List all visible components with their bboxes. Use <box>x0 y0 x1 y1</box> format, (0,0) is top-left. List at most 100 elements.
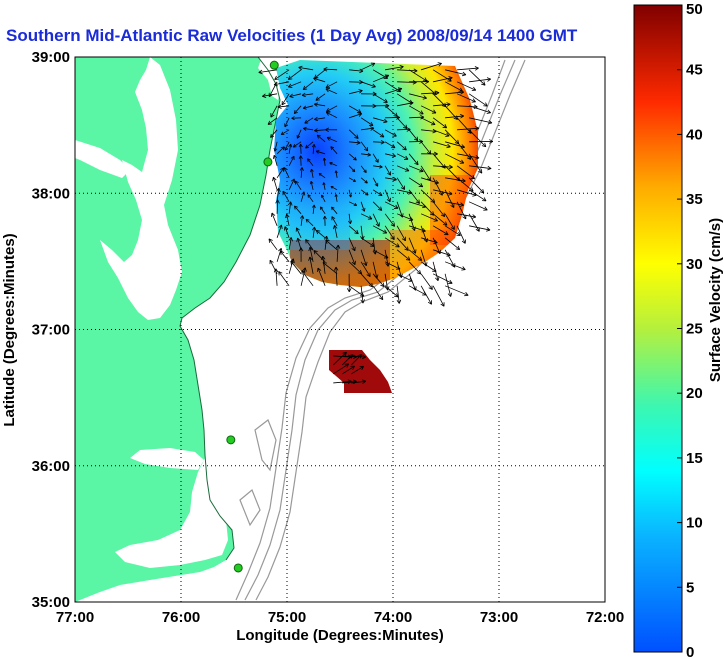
velocity-arrow <box>469 77 491 83</box>
velocity-arrow <box>268 238 278 251</box>
velocity-arrow <box>305 218 314 227</box>
velocity-arrow <box>267 117 278 125</box>
velocity-arrow <box>312 204 316 214</box>
velocity-arrow <box>320 206 326 215</box>
y-axis-label: Latitude (Degrees:Minutes) <box>1 233 18 426</box>
velocity-arrow <box>333 363 350 375</box>
velocity-arrow <box>276 146 285 155</box>
velocity-arrow <box>420 213 438 222</box>
colorbar-gradient <box>633 4 683 653</box>
velocity-arrow <box>294 180 302 191</box>
velocity-arrow <box>384 285 399 298</box>
velocity-arrow <box>275 199 280 214</box>
axes-frame <box>74 56 606 603</box>
velocity-arrow <box>287 81 302 88</box>
velocity-arrow <box>420 273 433 290</box>
velocity-arrow <box>360 285 365 304</box>
velocity-arrow <box>384 237 400 248</box>
velocity-arrow <box>304 117 314 124</box>
velocity-arrow <box>324 235 329 250</box>
velocity-arrow <box>432 117 448 129</box>
velocity-arrow <box>348 153 357 161</box>
velocity-arrow <box>322 215 327 226</box>
velocity-arrow <box>468 93 488 107</box>
x-tick-label: 73:00 <box>480 609 518 626</box>
velocity-arrow <box>303 126 314 131</box>
velocity-arrow <box>444 273 453 297</box>
velocity-arrow <box>396 165 410 172</box>
colorbar: 0 5 10 15 20 25 30 35 40 45 50 Surface Velocity (c… <box>633 1 724 659</box>
velocity-arrow <box>334 194 338 202</box>
velocity-arrow <box>348 225 359 235</box>
colorbar-tick-label: 20 <box>686 385 703 402</box>
velocity-arrow <box>300 215 305 226</box>
velocity-arrow <box>372 225 388 234</box>
velocity-arrow <box>396 141 407 151</box>
velocity-arrow <box>313 77 326 83</box>
velocity-arrow <box>311 144 316 154</box>
radar-station-marker <box>263 157 273 167</box>
velocity-arrow <box>469 165 492 171</box>
velocity-arrow <box>457 66 479 71</box>
velocity-arrow <box>277 104 290 109</box>
velocity-arrow <box>331 206 338 215</box>
velocity-arrow <box>433 102 451 107</box>
velocity-arrow <box>384 201 399 209</box>
velocity-arrow <box>258 69 278 75</box>
velocity-arrow <box>372 285 384 301</box>
colorbar-tick-label: 0 <box>686 644 694 659</box>
colorbar-tick-label: 35 <box>686 191 703 208</box>
radar-station-marker <box>226 435 236 445</box>
chesapeake-bay <box>100 57 182 320</box>
velocity-arrow <box>308 246 314 262</box>
velocity-arrow <box>272 176 278 190</box>
velocity-arrow <box>457 126 480 131</box>
velocity-arrow <box>468 69 486 86</box>
velocity-arrow <box>325 239 338 251</box>
colorbar-label: Surface Velocity (cm/s) <box>707 218 724 382</box>
colorbar-tick-label: 5 <box>686 579 694 596</box>
velocity-arrow <box>444 225 461 236</box>
velocity-arrow <box>469 117 493 125</box>
velocity-arrow <box>287 69 302 80</box>
velocity-arrow <box>348 213 353 225</box>
velocity-arrow <box>432 261 440 282</box>
velocity-arrow <box>284 141 290 151</box>
velocity-arrow <box>333 351 347 366</box>
velocity-arrow <box>384 141 396 149</box>
velocity-arrow <box>349 140 361 145</box>
velocity-arrow <box>346 273 352 292</box>
velocity-arrow <box>305 141 314 149</box>
velocity-arrow <box>384 165 391 176</box>
velocity-arrow <box>444 213 455 230</box>
velocity-arrow <box>281 93 290 106</box>
velocity-arrow <box>288 178 295 190</box>
velocity-arrow <box>348 129 359 139</box>
colorbar-tick-label: 45 <box>686 62 703 79</box>
velocity-arrow <box>288 237 293 250</box>
velocity-arrow <box>348 237 356 252</box>
velocity-arrow <box>311 226 317 238</box>
velocity-arrow <box>348 261 363 275</box>
velocity-arrow <box>372 129 385 138</box>
velocity-arrow <box>408 189 420 204</box>
velocity-arrow <box>468 129 487 148</box>
velocity-arrow <box>444 141 465 149</box>
velocity-arrow <box>397 68 418 73</box>
velocity-arrow <box>348 105 362 114</box>
velocity-arrow <box>372 74 390 83</box>
velocity-arrow <box>420 285 432 305</box>
velocity-arrow <box>348 201 358 207</box>
velocity-arrow <box>273 268 279 286</box>
velocity-arrow <box>322 262 338 275</box>
x-axis-label: Longitude (Degrees:Minutes) <box>236 627 444 644</box>
velocity-arrow <box>298 143 303 154</box>
map-panel <box>75 57 605 602</box>
velocity-arrow <box>396 237 409 251</box>
velocity-arrow <box>283 226 290 238</box>
velocity-arrow <box>396 249 411 261</box>
velocity-arrow <box>315 93 326 101</box>
x-tick-labels: 77:00 76:00 75:00 74:00 73:00 72:00 <box>56 609 624 626</box>
velocity-arrow <box>373 164 383 169</box>
